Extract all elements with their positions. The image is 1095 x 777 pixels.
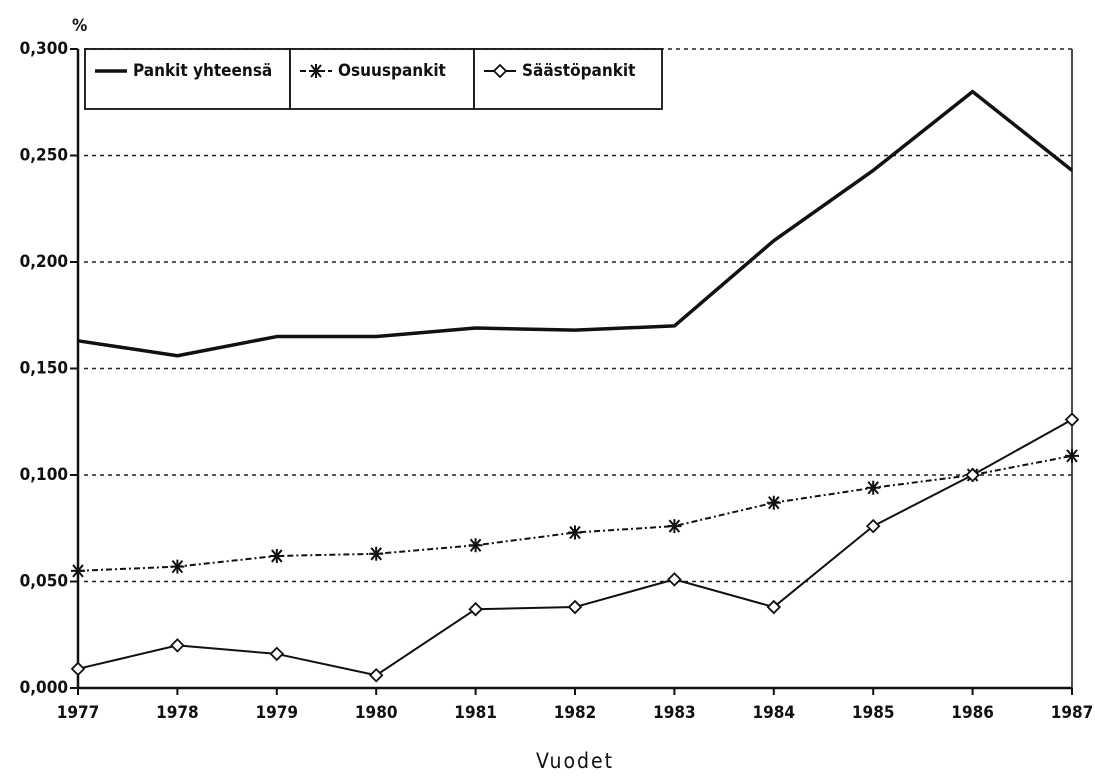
y-tick-label: 0,100 xyxy=(20,465,68,485)
x-tick-label: 1986 xyxy=(951,703,994,723)
marker-diamond xyxy=(865,518,881,534)
y-unit: % xyxy=(72,16,87,36)
marker-asterisk xyxy=(369,546,384,561)
y-tick-label: 0,250 xyxy=(20,146,68,166)
legend-label: Osuuspankit xyxy=(338,61,446,81)
marker-diamond xyxy=(269,646,285,662)
x-tick-label: 1982 xyxy=(554,703,597,723)
marker-diamond xyxy=(1064,412,1080,427)
x-tick-label: 1984 xyxy=(753,703,796,723)
x-tick-label: 1983 xyxy=(653,703,696,723)
y-tick-label: 0,200 xyxy=(20,252,68,272)
marker-diamond xyxy=(667,572,682,587)
marker-diamond xyxy=(368,667,384,683)
legend-cell xyxy=(473,48,663,110)
legend-label: Säästöpankit xyxy=(522,61,635,81)
marker-asterisk xyxy=(71,563,85,578)
marker-diamond xyxy=(492,63,508,79)
legend-cell xyxy=(84,48,291,110)
x-tick-label: 1985 xyxy=(852,703,895,723)
marker-diamond xyxy=(468,601,483,617)
marker-diamond xyxy=(70,661,86,677)
x-tick-label: 1981 xyxy=(454,703,497,723)
marker-asterisk xyxy=(170,559,185,574)
legend: Pankit yhteensä Osuuspankit Säästöpankit xyxy=(84,48,663,110)
marker-diamond xyxy=(567,599,583,615)
marker-asterisk xyxy=(269,548,284,563)
marker-asterisk xyxy=(866,480,881,495)
series-line xyxy=(77,89,1074,358)
marker-diamond xyxy=(170,638,185,653)
marker-asterisk xyxy=(667,519,682,534)
x-tick-label: 1980 xyxy=(355,703,398,723)
y-tick-label: 0,300 xyxy=(20,39,68,59)
marker-asterisk xyxy=(568,525,582,540)
marker-asterisk xyxy=(766,495,781,510)
x-tick-label: 1987 xyxy=(1051,703,1094,723)
y-tick-label: 0,150 xyxy=(20,359,68,379)
y-tick-label: 0,050 xyxy=(20,572,68,592)
marker-asterisk xyxy=(468,538,483,553)
marker-diamond xyxy=(965,467,980,483)
x-tick-label: 1978 xyxy=(156,703,199,723)
marker-asterisk xyxy=(1065,448,1079,463)
x-tick-label: 1977 xyxy=(57,703,100,723)
x-axis-label: Vuodet xyxy=(536,749,614,773)
legend-label: Pankit yhteensä xyxy=(133,61,272,81)
y-tick-label: 0,000 xyxy=(20,678,68,698)
marker-diamond xyxy=(766,599,782,615)
legend-cell xyxy=(289,48,475,110)
x-tick-label: 1979 xyxy=(256,703,299,723)
series-line xyxy=(77,454,1073,572)
marker-asterisk xyxy=(309,64,323,78)
series-line xyxy=(77,418,1073,677)
